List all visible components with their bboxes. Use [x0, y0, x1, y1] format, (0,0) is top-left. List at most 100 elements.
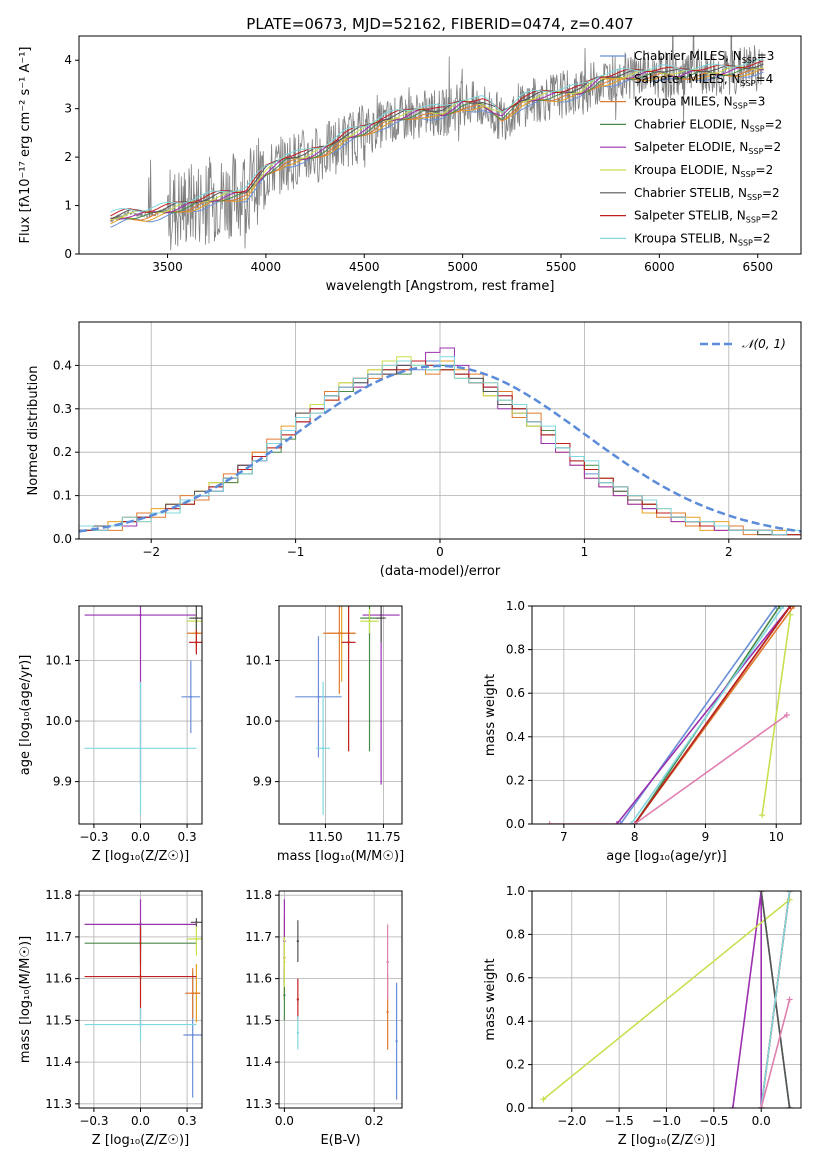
x-axis-label: Z [log₁₀(Z/Z☉)] [92, 849, 189, 864]
y-tick-label: 0.1 [53, 489, 72, 503]
y-tick-label: 0.4 [53, 358, 72, 372]
y-axis-label: Normed distribution [26, 366, 41, 496]
y-tick-label: 0.8 [506, 643, 525, 657]
weight-line [633, 606, 792, 824]
data-point [189, 695, 193, 699]
plot-area [84, 899, 202, 1098]
weight-marker [780, 606, 787, 609]
weight-line [760, 999, 791, 1108]
legend-entry: Salpeter STELIB, NSSP=2 [634, 209, 778, 225]
x-axis-label: age [log₁₀(age/yr)] [606, 849, 727, 864]
gaussian-curve [79, 364, 801, 533]
x-tick-label: −0.3 [79, 830, 108, 844]
data-point [139, 1023, 142, 1026]
x-tick-label: 0.0 [752, 1114, 771, 1128]
y-tick-label: 11.7 [245, 930, 272, 944]
weight-marker [628, 821, 635, 824]
data-point [139, 747, 142, 750]
y-tick-label: 1.0 [506, 884, 525, 898]
x-tick-label: −0.5 [699, 1114, 728, 1128]
x-axis-label: (data-model)/error [380, 564, 501, 579]
weight-line [542, 899, 791, 1100]
x-tick-label: 0.3 [178, 1114, 197, 1128]
weight-line [760, 891, 791, 1108]
y-tick-label: 0.6 [506, 686, 525, 700]
x-tick-label: 9 [702, 830, 710, 844]
x-axis-label: mass [log₁₀(M/M☉)] [277, 849, 404, 864]
figure-title: PLATE=0673, MJD=52162, FIBERID=0474, z=0… [246, 15, 633, 33]
weight-marker [759, 812, 766, 819]
data-point [368, 619, 371, 623]
y-tick-label: 10.1 [45, 654, 72, 668]
weight-marker [613, 821, 620, 824]
data-point [395, 1040, 398, 1043]
weight-line [549, 714, 788, 824]
x-tick-label: 11.50 [308, 830, 342, 844]
x-tick-label: −1 [287, 545, 305, 559]
weight-marker [786, 896, 793, 903]
data-point [283, 960, 286, 964]
axes-frame: −2 −1 0 1 2 0.0 0.1 0.2 0.3 0.4 (data-model)/error… [26, 321, 802, 579]
y-tick-label: 11.4 [45, 1055, 72, 1069]
data-point [139, 613, 142, 617]
plot-area [295, 606, 400, 815]
plot-area [283, 899, 398, 1100]
x-tick-label: 4500 [349, 260, 380, 274]
legend-entry: Kroupa ELODIE, NSSP=2 [634, 163, 773, 179]
weight-line [761, 614, 792, 816]
data-point [347, 641, 350, 644]
data-point [283, 994, 286, 997]
y-tick-label: 11.4 [245, 1055, 272, 1069]
x-tick-label: 0.2 [365, 1114, 384, 1128]
data-point [321, 747, 325, 750]
legend-entry: Kroupa STELIB, NSSP=2 [634, 231, 771, 247]
data-point [296, 1031, 300, 1035]
x-tick-label: 7 [560, 830, 568, 844]
x-axis-label: Z [log₁₀(Z/Z☉)] [92, 1133, 189, 1148]
plot-area [546, 606, 797, 824]
x-tick-label: 3500 [152, 260, 183, 274]
weight-marker [790, 606, 797, 609]
histogram-series [79, 360, 801, 539]
weight-marker [786, 1105, 793, 1108]
panel-weight_vs_Z: −2.0 −1.5 −1.0 −0.5 0.0 0.0 0.2 0.4 0.6 0.8 1.0 Z [… [483, 884, 802, 1148]
data-point [386, 960, 389, 964]
y-tick-label: 0.6 [506, 971, 525, 985]
data-point [191, 1033, 194, 1037]
y-tick-label: 10.0 [245, 714, 272, 728]
y-tick-label: 0.4 [506, 730, 525, 744]
weight-marker [786, 996, 793, 1003]
data-point [195, 921, 198, 924]
x-tick-label: −1.0 [652, 1114, 681, 1128]
weight-line [630, 606, 784, 824]
y-tick-label: 11.3 [245, 1097, 272, 1111]
weight-marker [787, 606, 794, 609]
data-point [386, 1010, 389, 1014]
y-axis-label: mass weight [483, 674, 498, 756]
weight-marker [758, 1105, 765, 1108]
panel-mass_vs_ebv: 0.0 0.2 11.3 11.4 11.5 11.6 11.7 11.8 E(B-V) [245, 888, 403, 1148]
panel-mass_vs_Z: −0.3 0.0 0.3 11.3 11.4 11.5 11.6 11.7 11.8 Z [log… [18, 888, 203, 1148]
y-tick-label: 4 [64, 53, 72, 67]
y-axis-label: Flux [fλ10⁻¹⁷ erg cm⁻² s⁻¹ A⁻¹] [18, 47, 33, 244]
weight-marker [631, 821, 638, 824]
axes-frame: 3500 4000 4500 5000 5500 6000 6500 0 1 2 3 4 wavelen… [18, 35, 802, 294]
axes-border [78, 35, 802, 255]
y-tick-label: 10.0 [45, 714, 72, 728]
y-tick-label: 11.5 [45, 1013, 72, 1027]
panel-spectrum: 3500 4000 4500 5000 5500 6000 6500 0 1 2 3 4 wavelen… [18, 35, 802, 294]
data-point [195, 616, 198, 620]
x-axis-label: Z [log₁₀(Z/Z☉)] [618, 1133, 715, 1148]
weight-marker [758, 891, 765, 894]
x-tick-label: 10 [769, 830, 784, 844]
axes-border [531, 605, 802, 825]
y-tick-label: 11.5 [245, 1013, 272, 1027]
axes-frame: 7 8 9 10 0.0 0.2 0.4 0.6 0.8 1.0 age [log₁₀(age/yr… [483, 599, 802, 864]
x-tick-label: 2 [725, 545, 733, 559]
axes-frame: −0.3 0.0 0.3 9.9 10.0 10.1 Z [log₁₀(Z/Z☉)] age … [18, 605, 203, 864]
y-tick-label: 0.2 [506, 773, 525, 787]
x-tick-label: 11.75 [366, 830, 400, 844]
weight-line [616, 606, 792, 824]
y-tick-label: 3 [64, 102, 72, 116]
